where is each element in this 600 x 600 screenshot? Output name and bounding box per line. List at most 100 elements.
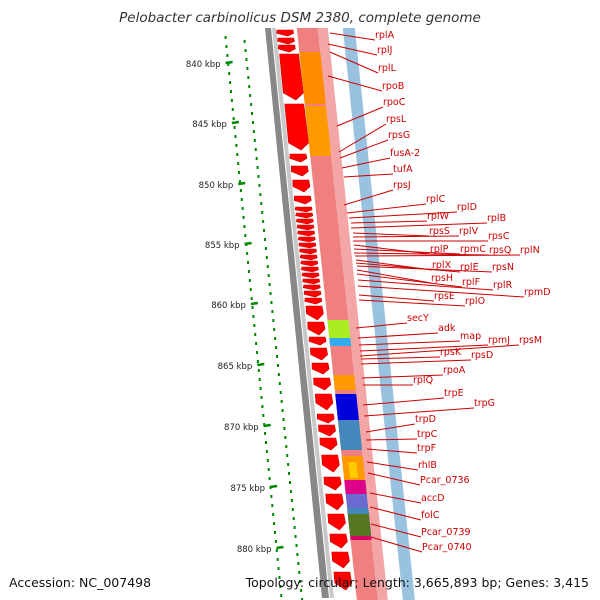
gc-dot — [245, 58, 248, 61]
gc-dot — [243, 225, 246, 228]
gene-label-accd: accD — [421, 493, 445, 504]
gc-dot — [241, 207, 244, 210]
gc-dot — [277, 373, 280, 376]
gc-dot — [261, 211, 264, 214]
gene-arrow — [319, 437, 338, 451]
scale-tick-mark — [225, 60, 233, 65]
gc-dot — [272, 513, 275, 516]
topology-label: Topology: circular; Length: 3,665,893 bp… — [245, 575, 589, 590]
gene-leader-line — [353, 252, 490, 256]
gc-dot — [279, 391, 282, 394]
gene-arrow — [310, 347, 328, 361]
gene-leader-line — [357, 279, 494, 291]
gc-dot — [246, 252, 249, 255]
gc-dot — [301, 598, 304, 600]
gene-arrow — [279, 53, 304, 101]
gc-dot — [274, 337, 277, 340]
gene-arrow — [311, 362, 330, 375]
gene-leader-line — [327, 43, 378, 56]
gene-arrow — [276, 29, 294, 37]
cog-band — [347, 512, 372, 536]
gc-dot — [263, 229, 266, 232]
cog-band — [345, 494, 369, 512]
gene-leader-line — [358, 294, 435, 302]
gc-dot — [298, 571, 301, 574]
gene-label-rplx: rplX — [432, 260, 452, 271]
gene-label-rpla: rplA — [375, 30, 395, 41]
gene-label-pcar_0736: Pcar_0736 — [420, 475, 470, 486]
gene-label-rpld: rplD — [457, 202, 477, 213]
gc-dot — [246, 67, 249, 70]
gc-dot — [247, 76, 250, 79]
gc-dot — [265, 450, 268, 453]
gene-leader-line — [365, 423, 416, 433]
gene-arrow — [307, 321, 326, 336]
gene-label-trpe: trpE — [444, 388, 464, 399]
gene-leader-line — [327, 75, 383, 92]
gc-dot — [236, 153, 239, 156]
gc-dot — [266, 459, 269, 462]
scale-tick-label: 865 kbp — [218, 362, 253, 372]
gene-arrow — [297, 236, 316, 243]
gene-label-trpc: trpC — [417, 429, 438, 440]
gc-dot — [226, 54, 229, 57]
gc-dot — [287, 463, 290, 466]
gc-dot — [251, 306, 254, 309]
scale-tick-label: 850 kbp — [199, 181, 234, 191]
gene-leader-line — [341, 157, 391, 169]
gc-dot — [278, 576, 281, 579]
gc-dot — [281, 409, 284, 412]
gene-leader-line — [356, 269, 432, 284]
gc-dot — [295, 544, 298, 547]
gc-dot — [250, 103, 253, 106]
gene-leader-line — [355, 262, 461, 273]
gene-arrow — [296, 224, 315, 231]
gc-dot — [257, 175, 260, 178]
gene-arrow — [316, 413, 335, 424]
gene-leader-line — [359, 344, 520, 357]
gc-dot — [258, 184, 261, 187]
gc-dot — [271, 310, 274, 313]
gene-leader-line — [352, 235, 460, 238]
gc-dot — [251, 112, 254, 115]
scale-tick-label: 870 kbp — [224, 423, 259, 433]
gc-dot — [280, 400, 283, 403]
cog-band — [347, 508, 369, 514]
gene-leader-line — [348, 211, 458, 219]
gc-dot — [254, 148, 257, 151]
gene-arrow — [298, 242, 317, 249]
gene-leader-line — [343, 173, 394, 178]
gc-dot — [300, 589, 303, 592]
gene-arrow — [327, 513, 346, 531]
gc-dot — [283, 427, 286, 430]
gene-leader-line — [356, 273, 463, 288]
gc-dot — [232, 117, 235, 120]
gene-leader-line — [338, 123, 387, 153]
gc-dot — [255, 157, 258, 160]
gc-dot — [261, 405, 264, 408]
gene-label-tufa: tufA — [393, 164, 413, 175]
gene-arrow — [300, 260, 319, 267]
cog-band — [337, 420, 363, 450]
gc-dot — [259, 193, 262, 196]
gc-dot — [268, 283, 271, 286]
gc-dot — [240, 198, 243, 201]
gc-dot — [289, 490, 292, 493]
gc-dot — [270, 495, 273, 498]
gene-label-rplq: rplQ — [413, 375, 433, 386]
gene-arrow — [302, 278, 321, 285]
cog-color-track — [296, 28, 415, 600]
gc-dot — [267, 274, 270, 277]
gene-leader-line — [369, 506, 422, 521]
gc-dot — [263, 423, 266, 426]
gene-label-rpss: rpsS — [429, 226, 450, 237]
gc-dot — [265, 256, 268, 259]
gene-leader-line — [362, 397, 445, 406]
gene-label-secy: secY — [407, 313, 429, 324]
scale-tick-mark — [250, 301, 259, 306]
gc-dot — [288, 481, 291, 484]
gene-leader-line — [370, 523, 422, 538]
scale-ticks: 840 kbp 845 kbp 850 kbp 855 kbp 860 kbp 865 k… — [186, 60, 284, 555]
gc-dot — [234, 135, 237, 138]
gc-dot — [267, 468, 270, 471]
